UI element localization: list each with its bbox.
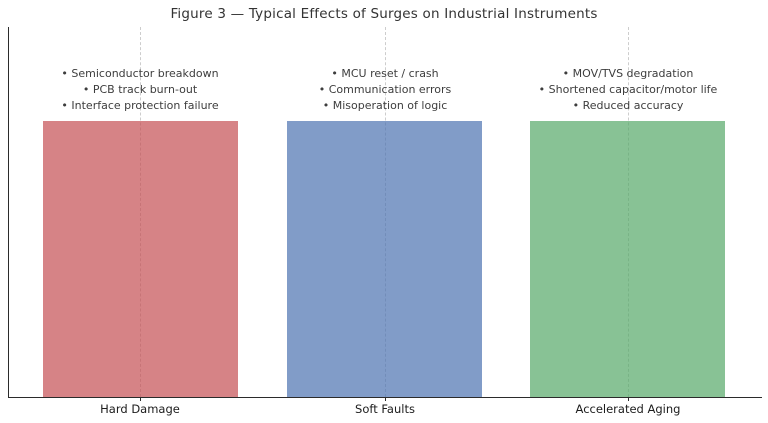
annotation-text: MOV/TVS degradation	[572, 67, 694, 80]
chart-title: Figure 3 — Typical Effects of Surges on …	[170, 6, 598, 22]
bullet-glyph: •	[562, 67, 570, 80]
x-axis-tick	[628, 397, 630, 401]
x-axis-tick	[140, 397, 142, 401]
x-tick-label-soft-faults: Soft Faults	[355, 402, 415, 416]
bullet-glyph: •	[538, 83, 546, 96]
annotation-item: • MCU reset / crash	[245, 66, 525, 82]
bullet-glyph: •	[318, 83, 326, 96]
bar-hard-damage	[43, 121, 238, 397]
plot-area: • Semiconductor breakdown • PCB track bu…	[8, 27, 762, 398]
bullet-glyph: •	[61, 99, 68, 112]
annotation-group-soft-faults: • MCU reset / crash • Communication erro…	[245, 66, 525, 114]
annotation-text: Shortened capacitor/motor life	[548, 83, 718, 96]
annotation-item: • Semiconductor breakdown	[0, 66, 280, 82]
annotation-text: Semiconductor breakdown	[71, 67, 219, 80]
annotation-item: • Misoperation of logic	[245, 98, 525, 114]
bar-soft-faults	[287, 121, 482, 397]
annotation-text: Misoperation of logic	[332, 99, 448, 112]
annotation-item: • Reduced accuracy	[488, 98, 768, 114]
bullet-glyph: •	[61, 67, 68, 80]
bullet-glyph: •	[572, 99, 580, 112]
bullet-glyph: •	[322, 99, 330, 112]
annotation-group-hard-damage: • Semiconductor breakdown • PCB track bu…	[0, 66, 280, 114]
annotation-item: • Interface protection failure	[0, 98, 280, 114]
annotation-text: Interface protection failure	[71, 99, 219, 112]
annotation-group-accelerated-aging: • MOV/TVS degradation • Shortened capaci…	[488, 66, 768, 114]
annotation-text: MCU reset / crash	[341, 67, 439, 80]
bullet-glyph: •	[82, 83, 90, 96]
bar-accelerated-aging	[530, 121, 725, 397]
x-axis-tick	[385, 397, 387, 401]
annotation-text: Communication errors	[328, 83, 452, 96]
x-tick-label-hard-damage: Hard Damage	[100, 402, 180, 416]
bullet-glyph: •	[331, 67, 338, 80]
annotation-item: • Shortened capacitor/motor life	[488, 82, 768, 98]
annotation-item: • PCB track burn-out	[0, 82, 280, 98]
annotation-text: Reduced accuracy	[582, 99, 684, 112]
annotation-item: • MOV/TVS degradation	[488, 66, 768, 82]
annotation-text: PCB track burn-out	[92, 83, 198, 96]
x-tick-label-accelerated-aging: Accelerated Aging	[575, 402, 681, 416]
annotation-item: • Communication errors	[245, 82, 525, 98]
